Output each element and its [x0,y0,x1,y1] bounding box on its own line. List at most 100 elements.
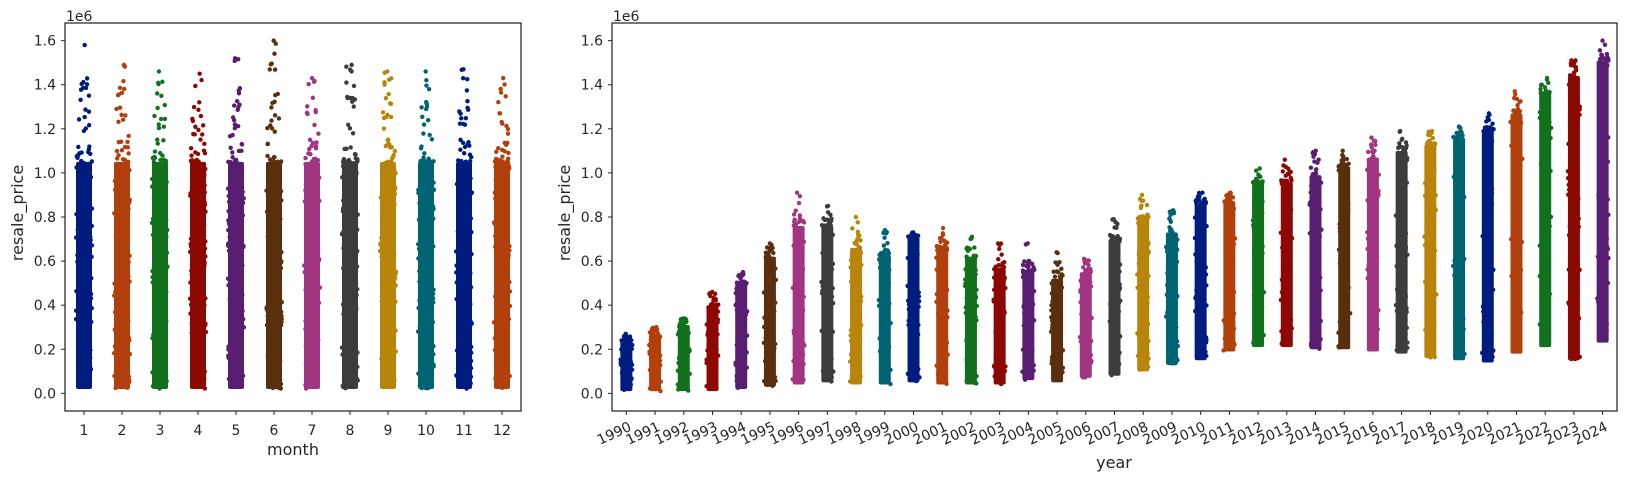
data-point [235,365,241,371]
data-point [1049,281,1054,286]
data-point [82,329,87,334]
data-point [1256,334,1262,340]
data-point [848,279,854,284]
data-point [276,207,282,213]
data-point [416,242,421,247]
y-tick-label: 0.0 [34,386,56,402]
data-point [1403,140,1409,145]
data-point [196,369,202,374]
data-point [275,236,280,241]
month-x-axis-label: month [267,440,319,459]
data-point [878,371,884,377]
data-point [303,181,309,187]
data-point [230,204,236,210]
data-point [1490,287,1496,292]
data-point [684,367,690,373]
data-point [1512,241,1517,246]
data-point [1316,258,1322,263]
data-point [1086,258,1092,263]
data-point [459,336,465,342]
strip-2000 [905,230,922,384]
data-point [417,382,423,388]
data-point [1542,266,1548,272]
data-point [1308,200,1313,206]
data-point [237,270,242,276]
data-point [1394,347,1399,353]
data-point [160,347,166,353]
data-point [852,318,857,323]
data-point [648,386,653,391]
data-point [276,167,281,173]
data-point [1232,236,1238,241]
data-point [963,283,968,289]
data-point [236,233,241,238]
data-point [1399,279,1404,284]
data-point [1282,308,1287,313]
data-point [878,251,884,256]
data-point [1603,58,1608,63]
data-point [497,291,502,296]
data-point [115,238,120,243]
data-point [1422,193,1428,198]
data-point [1606,255,1611,261]
data-point [75,252,80,258]
data-point [1228,225,1234,231]
data-point [913,258,918,263]
data-point [1030,302,1036,307]
strip-2005 [1048,250,1066,383]
data-point [269,291,275,296]
data-point [791,243,796,248]
data-point [1145,351,1150,356]
data-point [271,300,277,305]
data-point [126,133,131,139]
data-point [1048,329,1054,334]
data-point [773,341,778,347]
data-point [73,235,79,240]
data-point [504,334,509,339]
data-point [197,354,202,360]
data-point [457,109,462,114]
data-point [1251,222,1256,228]
data-point [1514,141,1519,146]
data-point [1403,294,1409,299]
data-point [996,283,1002,288]
data-point [89,275,94,281]
data-point [1083,348,1088,353]
x-tick-label: 6 [270,423,279,439]
data-point [764,318,769,323]
data-point [197,71,202,76]
strip-2001 [934,225,950,387]
data-point [1456,177,1461,182]
data-point [1251,339,1256,344]
data-point [1309,266,1315,271]
data-point [233,343,238,348]
data-point [1516,161,1521,167]
data-point [1056,341,1061,347]
data-point [230,115,236,120]
strip-1996 [790,190,807,385]
data-point [968,334,973,340]
data-point [1164,292,1170,297]
data-point [416,305,421,311]
data-point [1115,221,1120,227]
data-point [1457,264,1462,269]
data-point [463,115,469,121]
data-point [712,385,718,391]
data-point [276,116,282,121]
data-point [382,259,387,265]
data-point [621,363,626,369]
data-point [279,198,284,203]
data-point [1425,216,1430,222]
data-point [849,286,855,291]
data-point [196,265,201,271]
data-point [626,365,632,370]
data-point [494,149,499,154]
data-point [1480,234,1485,239]
data-point [1318,180,1324,185]
data-point [1338,276,1343,282]
y-tick-label: 1.4 [581,78,603,94]
data-point [89,319,94,325]
data-point [1365,276,1370,281]
data-point [426,190,431,196]
data-point [829,374,834,380]
